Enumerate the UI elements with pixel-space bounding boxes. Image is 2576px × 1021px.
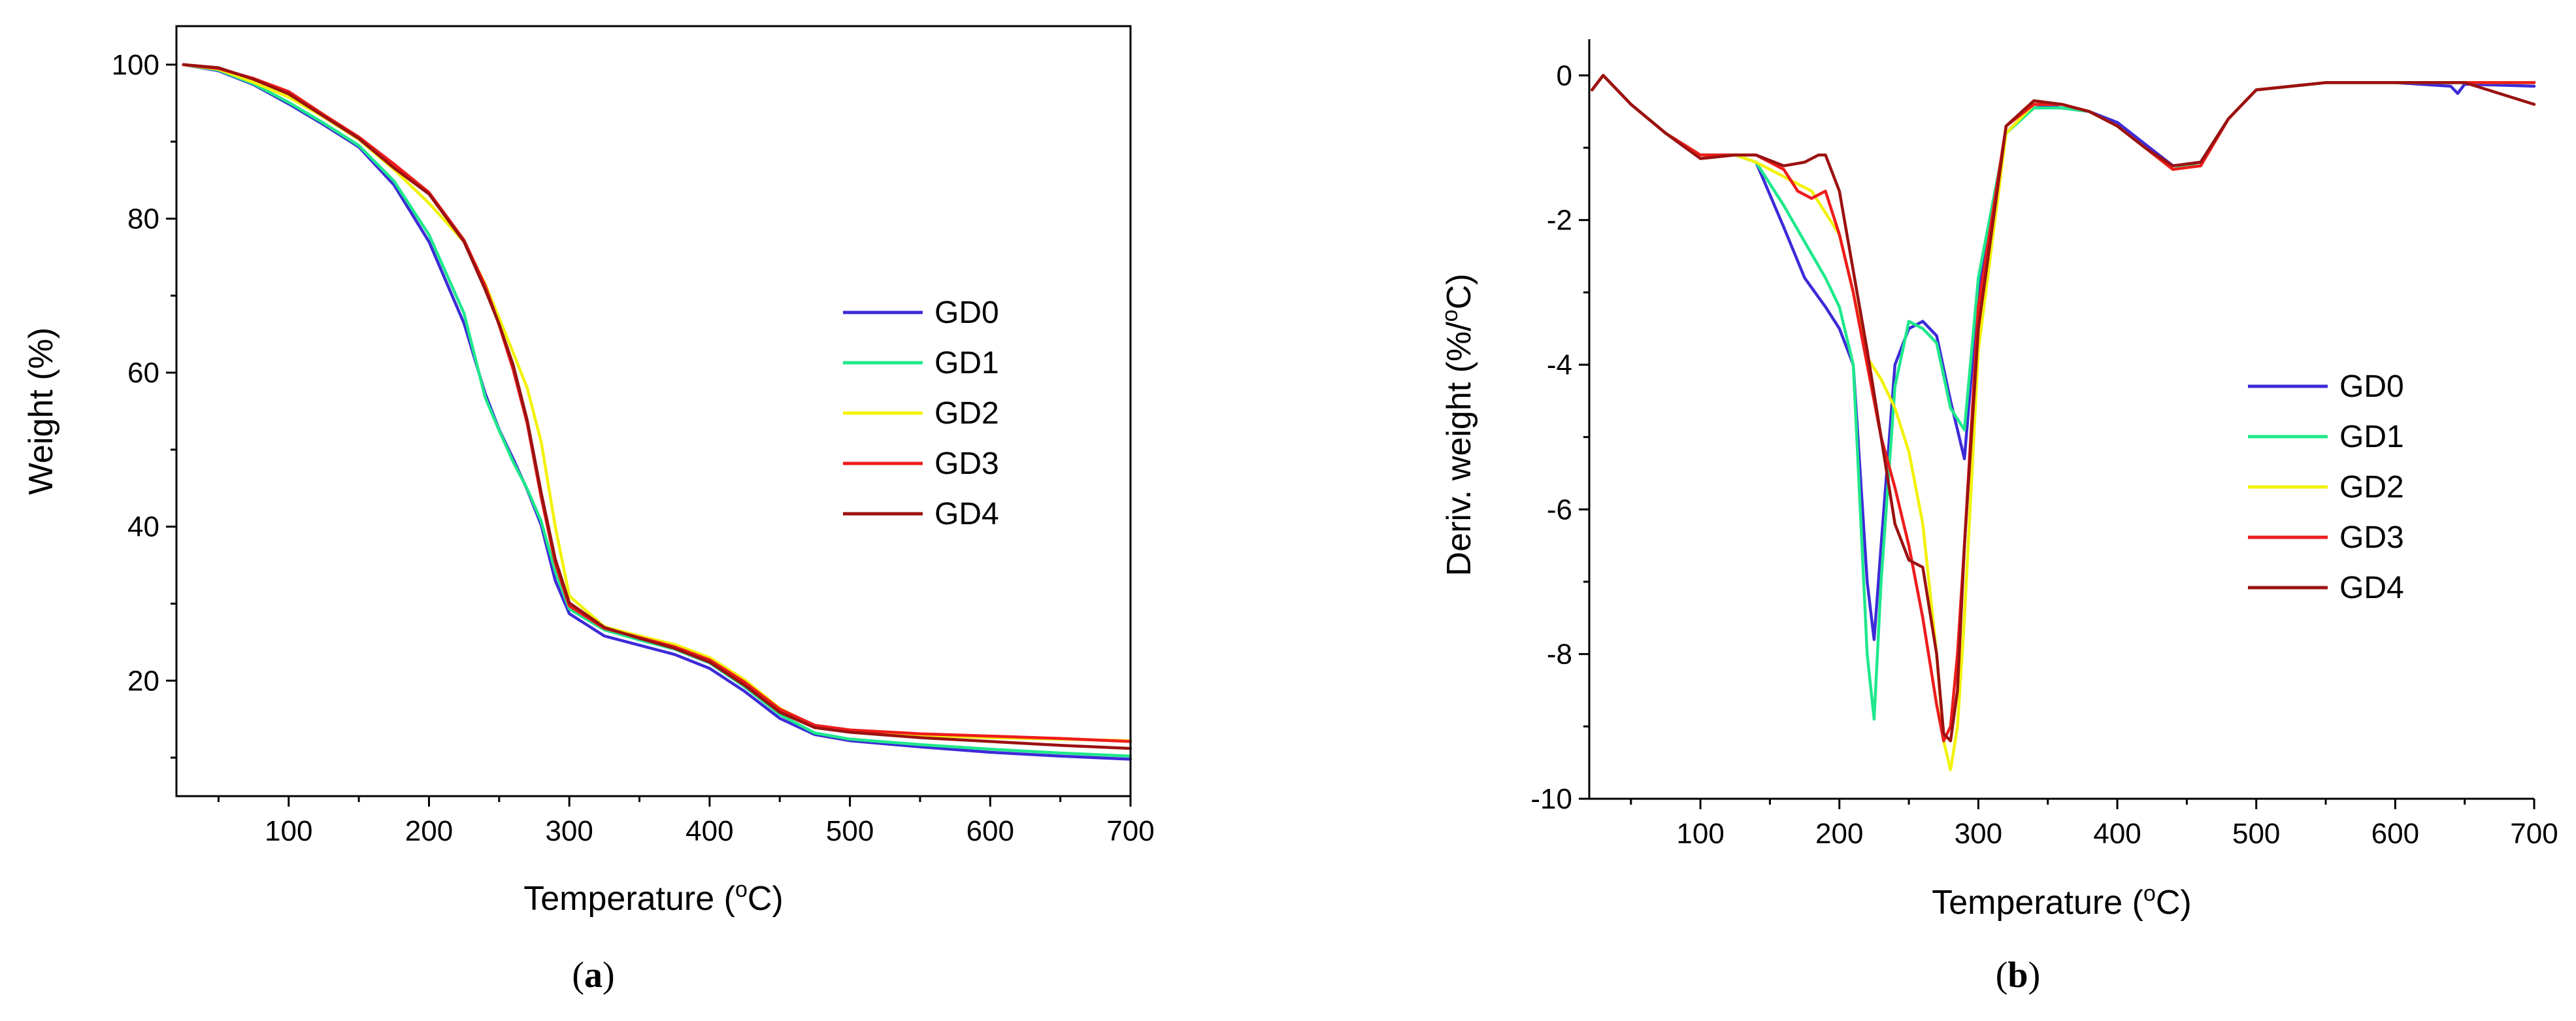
panel-b-y-tick-label: -8 bbox=[1547, 639, 1572, 671]
panel-a-y-tick-label: 100 bbox=[112, 49, 159, 81]
panel-b-series-gd0 bbox=[1591, 74, 2536, 641]
panel-a-y-axis-title: Weight (%) bbox=[22, 327, 60, 495]
panel-b-derivative-chart: 100 200 300 400 500 600 700 0 -2 -4 -6 -8 -10 Tempe… bbox=[1438, 39, 2558, 996]
panel-a-legend-label-gd3: GD3 bbox=[934, 446, 999, 481]
panel-a-y-tick-label: 40 bbox=[127, 511, 159, 543]
panel-b-series-lines bbox=[1591, 74, 2536, 771]
panel-a-y-ticks: 20 40 60 80 100 bbox=[112, 49, 176, 759]
panel-b-legend-label-gd2: GD2 bbox=[2339, 470, 2404, 505]
panel-b-x-tick-label: 700 bbox=[2510, 818, 2558, 850]
panel-b-legend-label-gd3: GD3 bbox=[2339, 520, 2404, 555]
panel-b-legend-label-gd4: GD4 bbox=[2339, 571, 2404, 605]
panel-a-x-tick-label: 100 bbox=[265, 815, 312, 847]
panel-a-x-tick-label: 400 bbox=[685, 815, 733, 847]
panel-b-x-ticks: 100 200 300 400 500 600 700 bbox=[1630, 799, 2558, 850]
panel-a-x-axis-title: Temperature (oC) bbox=[523, 877, 783, 918]
panel-a-y-tick-label: 60 bbox=[127, 357, 159, 389]
panel-a-label: a bbox=[584, 955, 603, 996]
panel-a-legend: GD0 GD1 GD2 GD3 GD4 bbox=[843, 295, 999, 531]
panel-b-x-tick-label: 300 bbox=[1955, 818, 2002, 850]
panel-b-y-tick-label: -6 bbox=[1547, 494, 1572, 526]
panel-a-plot-frame bbox=[175, 25, 1132, 797]
panel-a-y-tick-label: 20 bbox=[127, 665, 159, 697]
panel-b-axes bbox=[1588, 39, 2534, 800]
panel-b-x-axis-title: Temperature (oC) bbox=[1932, 881, 2191, 922]
panel-a-x-tick-label: 700 bbox=[1106, 815, 1154, 847]
panel-b-y-tick-label: -4 bbox=[1547, 349, 1572, 381]
panel-a-x-tick-label: 600 bbox=[966, 815, 1014, 847]
panel-b-legend: GD0 GD1 GD2 GD3 GD4 bbox=[2248, 369, 2404, 605]
panel-a-legend-label-gd1: GD1 bbox=[934, 346, 999, 380]
panel-a-legend-label-gd0: GD0 bbox=[934, 295, 999, 330]
panel-b-label: b bbox=[2007, 955, 2028, 996]
panel-a-caption: (a) bbox=[572, 955, 614, 996]
panel-a-series-lines bbox=[182, 63, 1132, 761]
panel-a-x-tick-label: 300 bbox=[545, 815, 593, 847]
panel-b-y-axis-title: Deriv. weight (%/oC) bbox=[1438, 274, 1478, 577]
panel-a-series-gd1 bbox=[182, 63, 1132, 758]
panel-a-y-tick-label: 80 bbox=[127, 203, 159, 235]
panel-b-y-ticks: 0 -2 -4 -6 -8 -10 bbox=[1530, 59, 1589, 815]
panel-b-legend-label-gd0: GD0 bbox=[2339, 369, 2404, 404]
panel-b-x-tick-label: 600 bbox=[2371, 818, 2419, 850]
panel-b-y-tick-label: -10 bbox=[1530, 783, 1572, 815]
panel-b-x-tick-label: 400 bbox=[2093, 818, 2141, 850]
panel-a-x-tick-label: 500 bbox=[826, 815, 874, 847]
panel-a-series-gd4 bbox=[182, 63, 1132, 750]
panel-b-series-gd4 bbox=[1591, 74, 2536, 743]
panel-b-x-tick-label: 100 bbox=[1676, 818, 1724, 850]
panel-b-y-tick-label: 0 bbox=[1557, 59, 1572, 92]
panel-b-legend-label-gd1: GD1 bbox=[2339, 420, 2404, 454]
panel-b-x-tick-label: 200 bbox=[1815, 818, 1863, 850]
panel-a-weight-chart: 100 200 300 400 500 600 700 20 40 60 80 100 Temper… bbox=[22, 25, 1155, 996]
panel-a-x-tick-label: 200 bbox=[405, 815, 453, 847]
panel-b-series-gd3 bbox=[1591, 74, 2536, 743]
panel-a-legend-label-gd4: GD4 bbox=[934, 497, 999, 531]
panel-a-x-ticks: 100 200 300 400 500 600 700 bbox=[217, 796, 1155, 847]
panel-a-legend-label-gd2: GD2 bbox=[934, 396, 999, 431]
panel-b-x-tick-label: 500 bbox=[2232, 818, 2280, 850]
panel-b-caption: (b) bbox=[1996, 955, 2040, 996]
panel-b-y-tick-label: -2 bbox=[1547, 205, 1572, 237]
